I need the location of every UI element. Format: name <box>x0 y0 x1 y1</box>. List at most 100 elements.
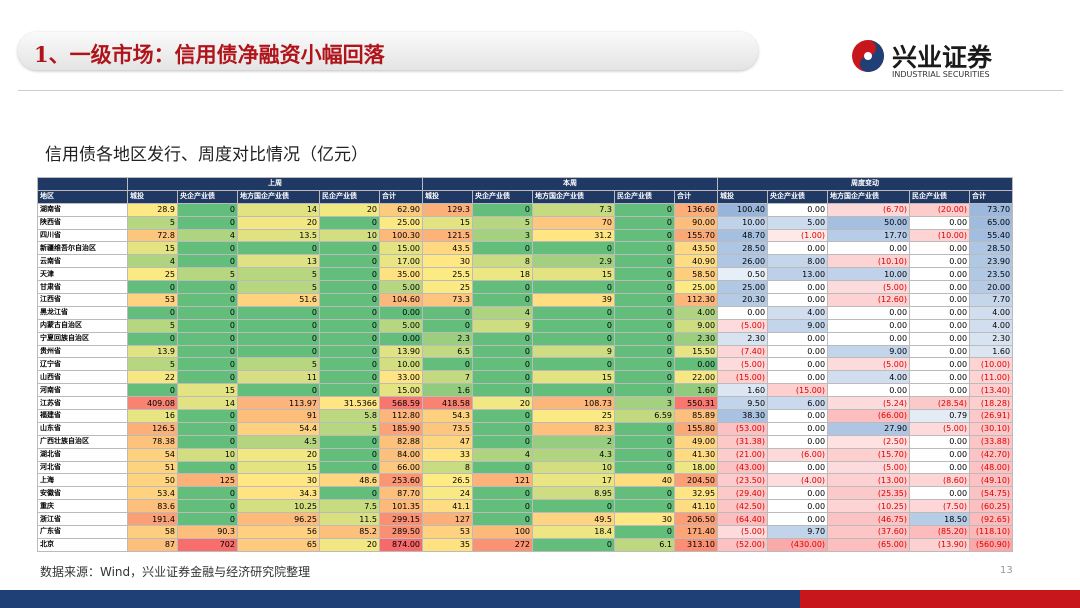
value-cell: 0 <box>614 280 676 295</box>
logo-subtext: INDUSTRIAL SECURITIES <box>892 70 990 79</box>
value-cell: 22 <box>127 370 178 385</box>
logo-text: 兴业证券 <box>892 43 993 72</box>
value-cell: 0 <box>319 293 380 307</box>
value-cell: 35 <box>422 537 474 552</box>
value-cell: (7.50) <box>909 499 971 514</box>
value-cell: 6.00 <box>767 396 829 411</box>
value-cell: 101.35 <box>378 499 424 514</box>
value-cell: 1.6 <box>422 383 474 398</box>
value-cell: 8 <box>472 254 534 269</box>
table-row: 陕西省 5 0 20 0 25.00 15 5 70 0 90.00 10.00 5.00 50.00 0.… <box>37 215 1014 230</box>
table-row: 湖北省 54 10 20 0 84.00 33 4 4.3 0 41.30 (21.00) (6.00)… <box>37 447 1014 462</box>
value-cell: 0.00 <box>767 460 829 475</box>
value-cell: 49.5 <box>532 512 616 527</box>
value-cell: 5 <box>237 357 320 372</box>
value-cell: 0 <box>472 280 534 295</box>
value-cell: 9.50 <box>717 396 769 411</box>
value-cell: 0 <box>319 460 380 475</box>
value-cell: 17.00 <box>378 254 424 269</box>
value-cell: 20 <box>472 396 534 411</box>
value-cell: 0 <box>177 241 238 256</box>
value-cell: 48.6 <box>319 473 380 488</box>
value-cell: 104.60 <box>378 293 424 307</box>
value-cell: 155.80 <box>674 421 719 436</box>
value-cell: 0.00 <box>767 202 829 217</box>
value-cell: 0 <box>177 280 238 295</box>
region-cell: 河南省 <box>37 383 128 398</box>
value-cell: 0 <box>319 280 380 295</box>
table-row: 宁夏回族自治区 0 0 0 0 0.00 2.3 0 0 0 2.30 2.30 0.00 0.00 0.0… <box>37 331 1014 346</box>
value-cell: 15.00 <box>378 241 424 256</box>
value-cell: 9.00 <box>674 318 719 333</box>
value-cell: 8.95 <box>532 486 616 501</box>
value-cell: 41.30 <box>674 447 719 462</box>
value-cell: 0 <box>614 499 676 514</box>
value-cell: 5 <box>237 280 320 295</box>
value-cell: (46.75) <box>827 512 911 527</box>
value-cell: 0 <box>614 525 676 539</box>
value-cell: 2.3 <box>422 331 474 346</box>
value-cell: 47 <box>422 434 474 449</box>
value-cell: 0 <box>177 254 238 269</box>
region-cell: 湖南省 <box>37 202 128 217</box>
value-cell: (5.00) <box>717 318 769 333</box>
column-header: 城投 <box>422 189 474 204</box>
value-cell: 0 <box>177 434 238 449</box>
value-cell: (118.10) <box>969 525 1014 539</box>
divider <box>18 90 1063 91</box>
value-cell: 0 <box>319 486 380 501</box>
value-cell: 0.00 <box>767 499 829 514</box>
value-cell: 0 <box>614 460 676 475</box>
region-cell: 湖北省 <box>37 447 128 462</box>
value-cell: 16 <box>127 409 178 423</box>
value-cell: 0 <box>177 512 238 527</box>
value-cell: 7.5 <box>319 499 380 514</box>
value-cell: 4 <box>472 305 534 320</box>
value-cell: 26.5 <box>422 473 474 488</box>
value-cell: 204.50 <box>674 473 719 488</box>
value-cell: 10.00 <box>717 215 769 230</box>
region-cell: 山东省 <box>37 421 128 436</box>
value-cell: 0 <box>177 202 238 217</box>
value-cell: 0 <box>177 318 238 333</box>
value-cell: 96.25 <box>237 512 320 527</box>
value-cell: (1.00) <box>767 228 829 243</box>
value-cell: (25.35) <box>827 486 911 501</box>
value-cell: 9.00 <box>767 318 829 333</box>
value-cell: (15.00) <box>767 383 829 398</box>
value-cell: 20 <box>237 215 320 230</box>
value-cell: (20.00) <box>909 202 971 217</box>
value-cell: 3 <box>614 396 676 411</box>
value-cell: 9.00 <box>827 344 911 359</box>
value-cell: 0 <box>472 241 534 256</box>
value-cell: 65.00 <box>969 215 1014 230</box>
value-cell: 18 <box>472 267 534 282</box>
value-cell: 4.00 <box>827 370 911 385</box>
region-cell: 四川省 <box>37 228 128 243</box>
value-cell: 0 <box>319 241 380 256</box>
value-cell: 0 <box>472 331 534 346</box>
value-cell: (10.25) <box>827 499 911 514</box>
value-cell: 4.3 <box>532 447 616 462</box>
value-cell: (28.54) <box>909 396 971 411</box>
value-cell: 0 <box>237 383 320 398</box>
value-cell: 4.5 <box>237 434 320 449</box>
table-row: 新疆维吾尔自治区 15 0 0 0 15.00 43.5 0 0 0 43.50 28.50 0.00 0… <box>37 241 1014 256</box>
value-cell: (29.40) <box>717 486 769 501</box>
value-cell: 0.00 <box>909 370 971 385</box>
value-cell: 10.00 <box>827 267 911 282</box>
value-cell: 30 <box>422 254 474 269</box>
value-cell: 82.3 <box>532 421 616 436</box>
value-cell: 10 <box>532 460 616 475</box>
value-cell: 53 <box>422 525 474 539</box>
value-cell: 48.70 <box>717 228 769 243</box>
region-cell: 山西省 <box>37 370 128 385</box>
value-cell: 15 <box>127 241 178 256</box>
value-cell: 0 <box>127 280 178 295</box>
value-cell: 31.5366 <box>319 396 380 411</box>
value-cell: 0 <box>319 434 380 449</box>
value-cell: 0 <box>472 344 534 359</box>
value-cell: 0.00 <box>767 293 829 307</box>
value-cell: (6.70) <box>827 202 911 217</box>
value-cell: (7.40) <box>717 344 769 359</box>
